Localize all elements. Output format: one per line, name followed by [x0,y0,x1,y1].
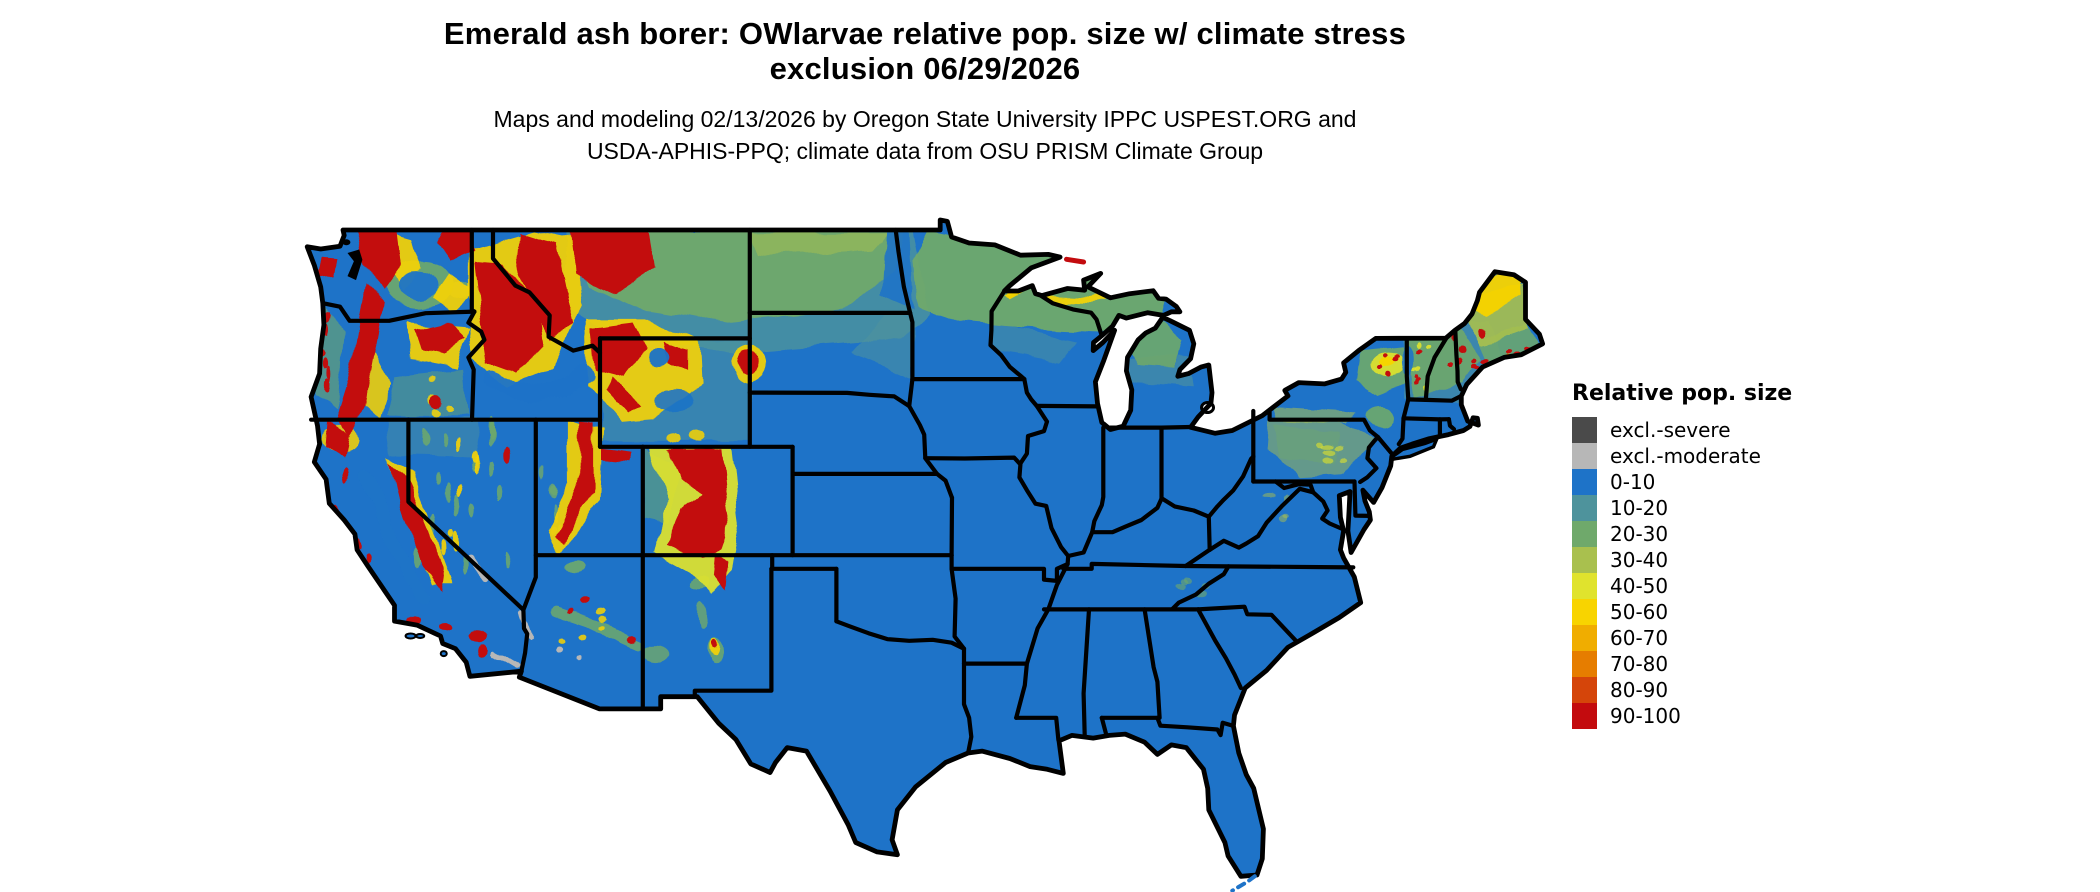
state-borders [304,217,1545,879]
legend-label: 40-50 [1610,574,1669,598]
legend-swatch [1572,417,1597,443]
population-raster-overlays [316,228,1541,671]
islands [404,256,1440,892]
subtitle-line1: Maps and modeling 02/13/2026 by Oregon S… [493,106,1357,132]
legend-swatch [1572,495,1597,521]
legend-label: 70-80 [1610,652,1669,676]
legend-label: 20-30 [1610,522,1669,546]
legend-swatch [1572,573,1597,599]
legend-swatch [1572,625,1597,651]
legend-label: 0-10 [1610,470,1656,494]
legend-title: Relative pop. size [1572,381,1793,406]
page-title-line2: exclusion 06/29/2026 [769,51,1081,86]
legend-label: excl.-severe [1610,418,1731,442]
legend-item: excl.-moderate [1572,443,1792,469]
legend-item: 70-80 [1572,651,1792,677]
legend-swatch [1572,599,1597,625]
legend-item: 0-10 [1572,469,1792,495]
legend-swatch [1572,703,1597,729]
legend-item: 80-90 [1572,677,1792,703]
legend-item: 20-30 [1572,521,1792,547]
legend: Relative pop. size excl.-severe excl.-mod… [1572,381,1792,729]
legend-swatch [1572,677,1597,703]
legend-item: 10-20 [1572,495,1792,521]
legend-swatch [1572,469,1597,495]
subtitle-line2: USDA-APHIS-PPQ; climate data from OSU PR… [586,138,1264,164]
legend-swatch [1572,443,1597,469]
legend-swatch [1572,651,1597,677]
legend-label: 60-70 [1610,626,1669,650]
map-header: Emerald ash borer: OWlarvae relative pop… [260,16,1590,167]
legend-swatch [1572,521,1597,547]
legend-label: excl.-moderate [1610,444,1761,468]
legend-items: excl.-severe excl.-moderate 0-10 10-20 20-30… [1572,417,1792,729]
legend-item: 90-100 [1572,703,1792,729]
legend-label: 50-60 [1610,600,1669,624]
legend-label: 30-40 [1610,548,1669,572]
page-title-line1: Emerald ash borer: OWlarvae relative pop… [443,16,1407,51]
legend-swatch [1572,547,1597,573]
legend-label: 90-100 [1610,704,1681,728]
legend-item: 50-60 [1572,599,1792,625]
legend-item: 60-70 [1572,625,1792,651]
legend-item: excl.-severe [1572,417,1792,443]
legend-label: 80-90 [1610,678,1669,702]
legend-label: 10-20 [1610,496,1669,520]
legend-item: 30-40 [1572,547,1792,573]
legend-item: 40-50 [1572,573,1792,599]
map-subtitle: Maps and modeling 02/13/2026 by Oregon S… [260,103,1590,167]
